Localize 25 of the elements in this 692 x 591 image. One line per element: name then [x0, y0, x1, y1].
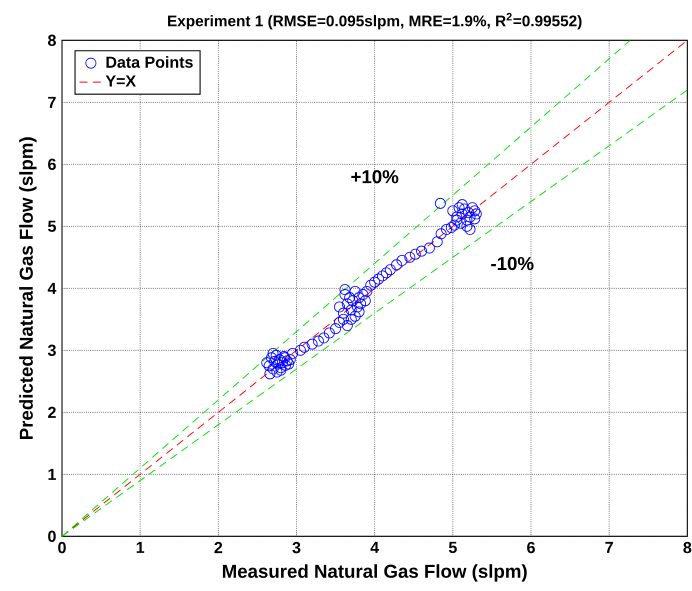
x-tick-label: 3 — [292, 542, 300, 554]
y-tick-label: 1 — [48, 468, 56, 480]
y-axis-title: Predicted Natural Gas Flow (slpm) — [19, 137, 37, 440]
x-tick-label: 2 — [214, 542, 222, 554]
annotation: -10% — [491, 256, 534, 270]
x-tick-label: 5 — [448, 542, 457, 554]
y-tick-label: 7 — [48, 96, 56, 108]
x-tick-label: 7 — [605, 542, 613, 553]
y-tick-label: 4 — [48, 282, 56, 294]
y-tick-label: 8 — [48, 34, 56, 46]
x-tick-label: 8 — [683, 542, 692, 554]
y-tick-label: 3 — [48, 344, 56, 356]
y-tick-label: 5 — [48, 220, 56, 232]
y-tick-label: 0 — [48, 530, 56, 542]
y-tick-label: 6 — [48, 158, 56, 170]
x-tick-label: 1 — [136, 542, 144, 553]
x-tick-label: 6 — [527, 542, 535, 554]
x-axis-title: Measured Natural Gas Flow (slpm) — [222, 564, 527, 582]
legend-label: Y=X — [106, 75, 136, 86]
legend-label: Data Points — [106, 56, 193, 68]
annotation: +10% — [351, 170, 398, 184]
x-tick-label: 4 — [370, 542, 380, 553]
chart-title: Experiment 1 (RMSE=0.095slpm, MRE=1.9%, R$^{2}$=0.99552) — [168, 12, 582, 30]
y-tick-label: 2 — [48, 406, 56, 418]
x-tick-label: 0 — [58, 542, 66, 554]
